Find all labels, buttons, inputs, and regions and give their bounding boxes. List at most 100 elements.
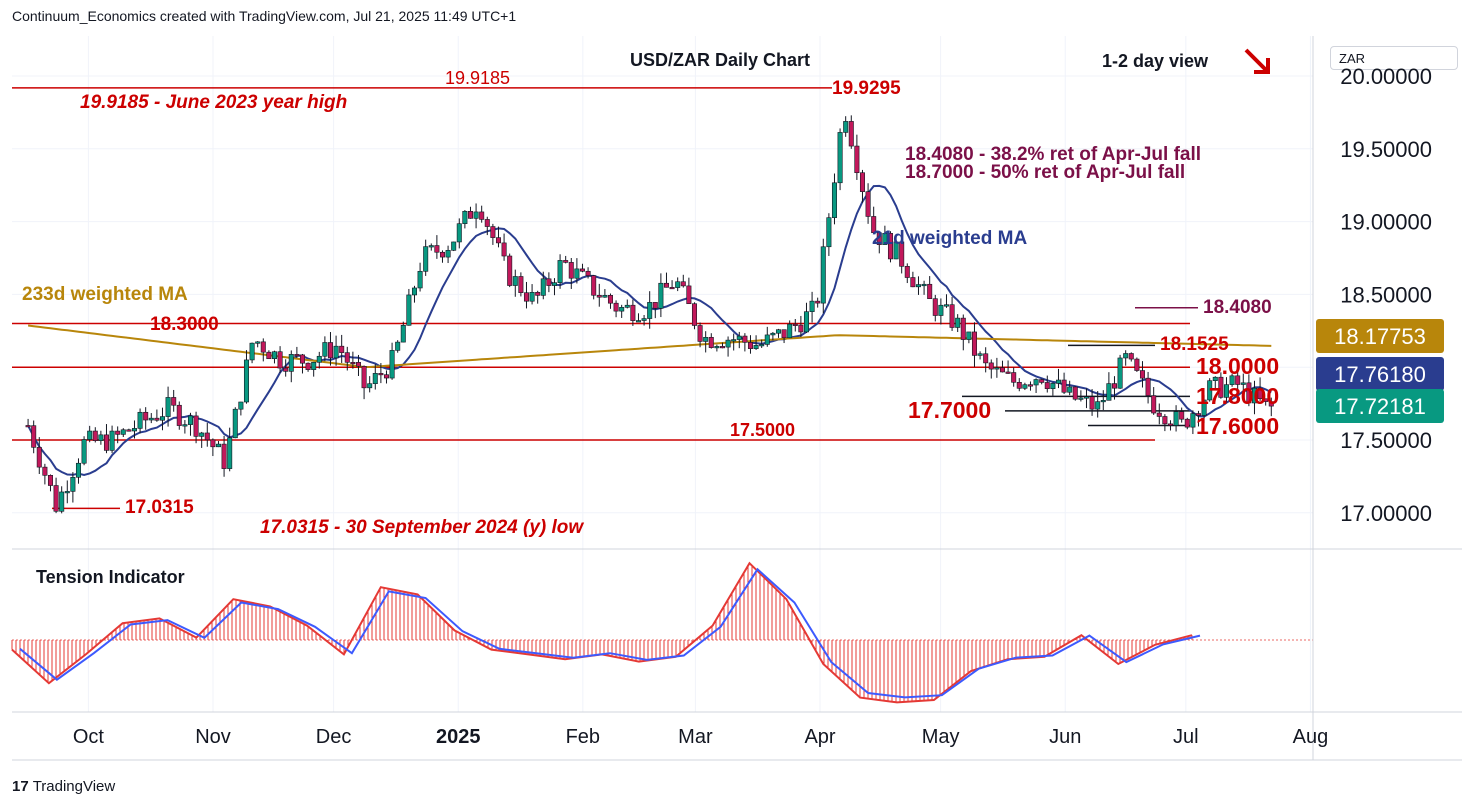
candle-body bbox=[210, 439, 216, 448]
candle-body bbox=[277, 351, 283, 369]
candle-body bbox=[1033, 379, 1039, 386]
candle-body bbox=[815, 300, 821, 304]
candle-body bbox=[176, 404, 182, 426]
candle-body bbox=[736, 335, 742, 340]
annotation-label: 21d weighted MA bbox=[872, 228, 1027, 249]
candle-body bbox=[238, 401, 244, 410]
candle-body bbox=[109, 430, 115, 451]
candle-body bbox=[624, 304, 630, 308]
candle-body bbox=[1050, 383, 1056, 390]
y-tick-label: 17.50000 bbox=[1340, 428, 1432, 453]
candle-body bbox=[249, 342, 255, 361]
candle-body bbox=[25, 425, 31, 428]
candle-body bbox=[294, 354, 300, 357]
candle-body bbox=[243, 359, 249, 403]
candle-body bbox=[843, 121, 849, 133]
candle-body bbox=[1195, 413, 1201, 416]
candle-body bbox=[333, 345, 339, 359]
tension-line bbox=[11, 561, 1193, 704]
candle-body bbox=[574, 268, 580, 279]
candle-body bbox=[428, 245, 434, 248]
candle-body bbox=[159, 416, 165, 421]
candle-body bbox=[1067, 386, 1073, 393]
candle-body bbox=[1044, 382, 1050, 390]
candle-body bbox=[451, 241, 457, 251]
candle-body bbox=[423, 246, 429, 272]
candle-body bbox=[350, 362, 356, 365]
candle-body bbox=[910, 277, 916, 288]
candle-body bbox=[764, 334, 770, 345]
x-tick-label: Mar bbox=[678, 726, 713, 748]
candle-body bbox=[546, 278, 552, 286]
x-tick-label: Jul bbox=[1173, 726, 1199, 748]
tradingview-footer[interactable]: 17 TradingView bbox=[12, 778, 115, 795]
candle-body bbox=[955, 317, 961, 328]
candle-body bbox=[1011, 372, 1017, 383]
y-tick-label: 20.00000 bbox=[1340, 64, 1432, 89]
candle-body bbox=[490, 226, 496, 238]
candle-body bbox=[1268, 401, 1274, 407]
candle-body bbox=[635, 320, 641, 323]
candle-body bbox=[725, 339, 731, 348]
candle-body bbox=[1123, 353, 1129, 359]
candle-body bbox=[81, 439, 87, 464]
candle-body bbox=[47, 475, 53, 486]
candle-body bbox=[927, 283, 933, 299]
candle-body bbox=[579, 268, 585, 272]
price-label-text: 18.17753 bbox=[1334, 324, 1426, 349]
candle-body bbox=[417, 271, 423, 289]
candle-body bbox=[467, 210, 473, 219]
candle-body bbox=[686, 285, 692, 305]
candle-body bbox=[1257, 387, 1263, 400]
candle-body bbox=[1095, 401, 1101, 410]
candle-body bbox=[585, 270, 591, 276]
candle-body bbox=[266, 351, 272, 360]
candle-body bbox=[131, 428, 137, 432]
candle-body bbox=[557, 260, 563, 283]
candle-body bbox=[311, 362, 317, 370]
candle-body bbox=[143, 411, 149, 421]
candle-body bbox=[865, 191, 871, 217]
candle-body bbox=[921, 283, 927, 287]
candle-body bbox=[1100, 400, 1106, 403]
annotation-label: 18.1525 bbox=[1160, 334, 1229, 355]
candle-body bbox=[479, 211, 485, 220]
candle-body bbox=[943, 304, 949, 307]
candle-body bbox=[1162, 416, 1168, 425]
x-tick-label: 2025 bbox=[436, 726, 481, 748]
candle-body bbox=[523, 292, 529, 302]
candle-body bbox=[227, 437, 233, 469]
candle-body bbox=[915, 284, 921, 288]
candle-body bbox=[876, 232, 882, 245]
currency-selector[interactable]: ZAR bbox=[1330, 46, 1458, 70]
candle-body bbox=[647, 302, 653, 319]
candle-body bbox=[171, 397, 177, 406]
candle-body bbox=[893, 241, 899, 260]
candle-body bbox=[434, 245, 440, 253]
candle-body bbox=[1173, 411, 1179, 426]
candle-body bbox=[400, 325, 406, 343]
candle-body bbox=[1072, 386, 1078, 400]
candle-body bbox=[613, 302, 619, 312]
candle-body bbox=[641, 318, 647, 321]
candle-body bbox=[1235, 375, 1241, 385]
tension-signal-line bbox=[19, 567, 1201, 699]
candle-body bbox=[64, 491, 70, 494]
candle-body bbox=[1167, 423, 1173, 426]
candle-body bbox=[966, 331, 972, 340]
annotation-label: 17.6000 bbox=[1196, 413, 1279, 439]
y-tick-label: 17.00000 bbox=[1340, 501, 1432, 526]
candle-body bbox=[1212, 376, 1218, 381]
x-tick-label: Dec bbox=[316, 726, 352, 748]
candle-body bbox=[322, 342, 328, 357]
candle-body bbox=[1179, 411, 1185, 420]
annotation-label: 18.4080 bbox=[1203, 297, 1272, 318]
candle-body bbox=[98, 434, 104, 441]
annotation-label: 17.0315 - 30 September 2024 (y) low bbox=[260, 517, 584, 538]
candle-body bbox=[596, 294, 602, 298]
candle-body bbox=[619, 307, 625, 312]
candle-body bbox=[932, 298, 938, 316]
candle-body bbox=[747, 342, 753, 349]
candle-body bbox=[949, 304, 955, 328]
